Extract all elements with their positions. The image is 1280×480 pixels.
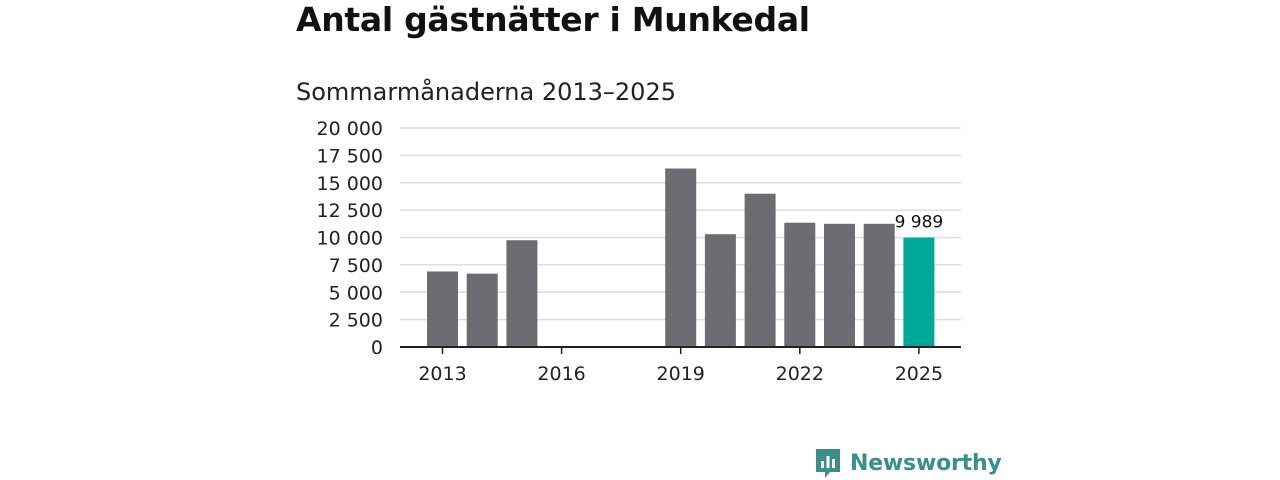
y-tick-label: 10 000 <box>317 228 383 250</box>
newsworthy-icon <box>816 449 840 478</box>
x-axis-ticks: 2013 2016 2019 2022 2025 <box>418 347 943 385</box>
y-tick-label: 0 <box>371 337 383 359</box>
bar-2014 <box>466 273 498 347</box>
bar-2024 <box>863 223 895 347</box>
y-tick-label: 7 500 <box>329 255 383 277</box>
x-tick-label: 2013 <box>418 363 466 385</box>
bar-2019 <box>665 168 697 347</box>
bar-2013 <box>427 271 458 347</box>
bar-chart: 0 2 500 5 000 7 500 10 000 12 500 15 000 17 500… <box>317 118 961 385</box>
bar-2022 <box>784 222 816 347</box>
chart-title: Antal gästnätter i Munkedal <box>296 0 810 39</box>
y-tick-label: 17 500 <box>317 145 383 167</box>
chart-subtitle: Sommarmånaderna 2013–2025 <box>296 78 676 106</box>
bars <box>427 168 935 347</box>
y-tick-label: 5 000 <box>329 282 383 304</box>
bar-2020 <box>704 234 736 347</box>
bar-2023 <box>824 223 855 347</box>
data-label: 9 989 <box>895 213 944 233</box>
newsworthy-wordmark: Newsworthy <box>850 450 1002 476</box>
x-tick-label: 2016 <box>537 363 585 385</box>
bar-2015 <box>506 240 538 347</box>
y-axis-ticks: 0 2 500 5 000 7 500 10 000 12 500 15 000 17 500… <box>317 118 383 359</box>
bar-2025 <box>903 237 935 347</box>
x-tick-label: 2019 <box>657 363 705 385</box>
bar-2021 <box>744 193 776 347</box>
x-tick-label: 2025 <box>895 363 943 385</box>
y-tick-label: 15 000 <box>317 173 383 195</box>
y-tick-label: 12 500 <box>317 200 383 222</box>
y-tick-label: 2 500 <box>329 310 383 332</box>
x-tick-label: 2022 <box>776 363 824 385</box>
newsworthy-logo: Newsworthy <box>814 447 1002 479</box>
data-labels: 9 989 <box>895 213 944 233</box>
y-tick-label: 20 000 <box>317 118 383 140</box>
